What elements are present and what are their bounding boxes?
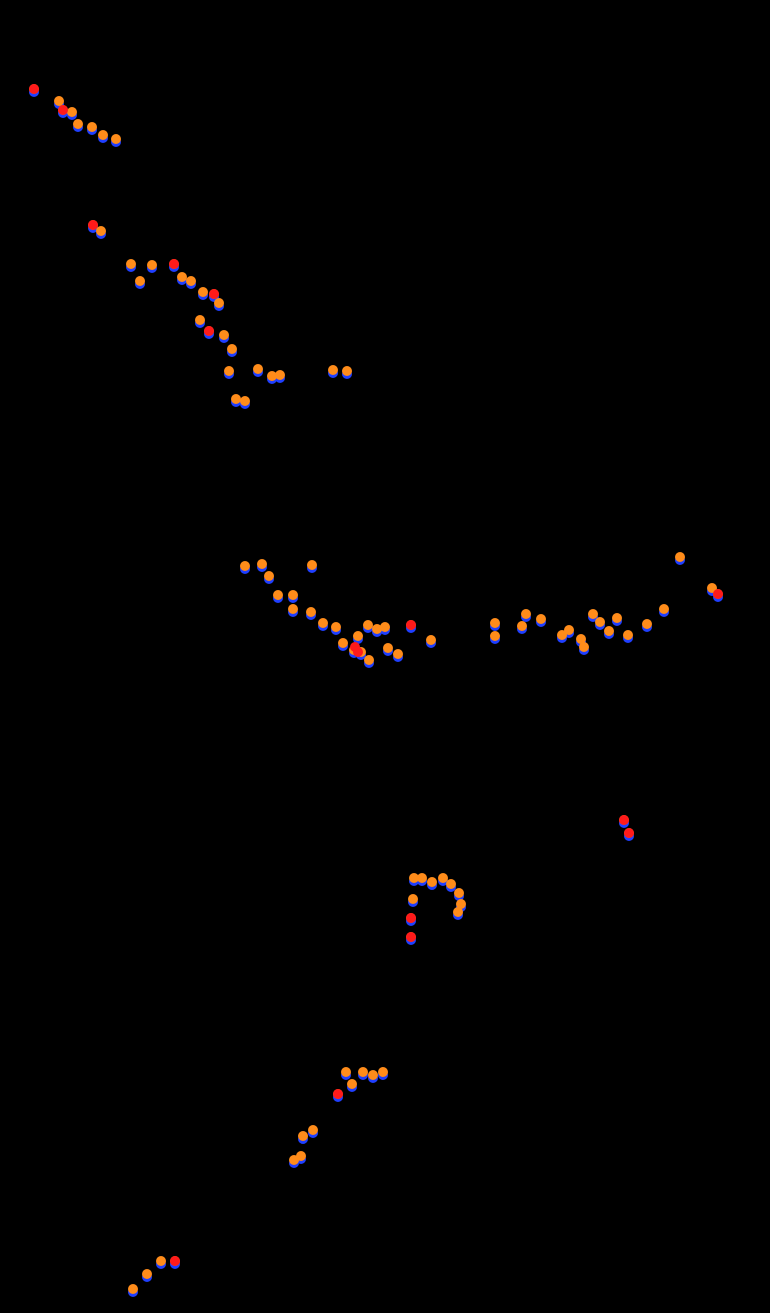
scatter-point-orange bbox=[147, 260, 157, 270]
scatter-point-orange bbox=[517, 621, 527, 631]
scatter-point-orange bbox=[380, 622, 390, 632]
scatter-point-red bbox=[333, 1089, 343, 1099]
scatter-point-orange bbox=[342, 366, 352, 376]
scatter-point-orange bbox=[198, 287, 208, 297]
scatter-point-orange bbox=[264, 571, 274, 581]
scatter-point-orange bbox=[186, 276, 196, 286]
scatter-point-orange bbox=[275, 370, 285, 380]
scatter-point-orange bbox=[298, 1131, 308, 1141]
scatter-point-red bbox=[406, 932, 416, 942]
scatter-point-orange bbox=[642, 619, 652, 629]
scatter-point-orange bbox=[224, 366, 234, 376]
scatter-point-red bbox=[406, 620, 416, 630]
scatter-point-orange bbox=[408, 894, 418, 904]
scatter-point-orange bbox=[128, 1284, 138, 1294]
scatter-point-orange bbox=[579, 642, 589, 652]
scatter-point-orange bbox=[87, 122, 97, 132]
scatter-point-orange bbox=[612, 613, 622, 623]
scatter-point-red bbox=[619, 815, 629, 825]
scatter-point-red bbox=[170, 1256, 180, 1266]
scatter-point-orange bbox=[364, 655, 374, 665]
scatter-point-orange bbox=[338, 638, 348, 648]
scatter-point-orange bbox=[675, 552, 685, 562]
scatter-point-orange bbox=[453, 907, 463, 917]
scatter-point-orange bbox=[73, 119, 83, 129]
scatter-point-orange bbox=[111, 134, 121, 144]
scatter-point-red bbox=[58, 105, 68, 115]
scatter-point-orange bbox=[358, 1067, 368, 1077]
scatter-point-orange bbox=[219, 330, 229, 340]
scatter-point-orange bbox=[427, 877, 437, 887]
scatter-point-orange bbox=[353, 631, 363, 641]
scatter-point-orange bbox=[273, 590, 283, 600]
scatter-point-orange bbox=[227, 344, 237, 354]
scatter-point-orange bbox=[306, 607, 316, 617]
scatter-point-orange bbox=[67, 107, 77, 117]
scatter-point-red bbox=[204, 326, 214, 336]
scatter-point-orange bbox=[417, 873, 427, 883]
scatter-point-orange bbox=[331, 622, 341, 632]
scatter-point-orange bbox=[318, 618, 328, 628]
scatter-point-orange bbox=[296, 1151, 306, 1161]
scatter-point-orange bbox=[214, 298, 224, 308]
scatter-point-orange bbox=[96, 226, 106, 236]
scatter-point-orange bbox=[156, 1256, 166, 1266]
scatter-point-orange bbox=[240, 396, 250, 406]
scatter-point-orange bbox=[536, 614, 546, 624]
scatter-point-red bbox=[29, 84, 39, 94]
scatter-point-orange bbox=[288, 604, 298, 614]
scatter-point-red bbox=[209, 289, 219, 299]
scatter-point-orange bbox=[595, 617, 605, 627]
scatter-point-orange bbox=[98, 130, 108, 140]
scatter-point-orange bbox=[253, 364, 263, 374]
scatter-point-orange bbox=[490, 631, 500, 641]
scatter-point-orange bbox=[383, 643, 393, 653]
scatter-point-red bbox=[406, 913, 416, 923]
scatter-point-orange bbox=[564, 625, 574, 635]
scatter-point-orange bbox=[490, 618, 500, 628]
scatter-point-orange bbox=[195, 315, 205, 325]
scatter-point-orange bbox=[446, 879, 456, 889]
scatter-point-orange bbox=[368, 1070, 378, 1080]
scatter-point-orange bbox=[240, 561, 250, 571]
scatter-point-orange bbox=[135, 276, 145, 286]
scatter-point-red bbox=[88, 220, 98, 230]
scatter-point-orange bbox=[341, 1067, 351, 1077]
scatter-point-orange bbox=[288, 590, 298, 600]
scatter-point-orange bbox=[426, 635, 436, 645]
scatter-point-orange bbox=[328, 365, 338, 375]
scatter-point-orange bbox=[659, 604, 669, 614]
scatter-point-orange bbox=[307, 560, 317, 570]
scatter-point-red bbox=[713, 589, 723, 599]
scatter-point-orange bbox=[257, 559, 267, 569]
scatter-point-red bbox=[624, 828, 634, 838]
scatter-point-orange bbox=[604, 626, 614, 636]
scatter-point-red bbox=[350, 642, 360, 652]
scatter-point-red bbox=[169, 259, 179, 269]
scatter-point-orange bbox=[378, 1067, 388, 1077]
scatter-point-orange bbox=[347, 1079, 357, 1089]
scatter-point-orange bbox=[454, 888, 464, 898]
scatter-point-orange bbox=[308, 1125, 318, 1135]
scatter-point-orange bbox=[126, 259, 136, 269]
scatter-point-orange bbox=[142, 1269, 152, 1279]
scatter-point-orange bbox=[521, 609, 531, 619]
scatter-chart bbox=[0, 0, 770, 1313]
scatter-point-orange bbox=[393, 649, 403, 659]
scatter-point-orange bbox=[623, 630, 633, 640]
